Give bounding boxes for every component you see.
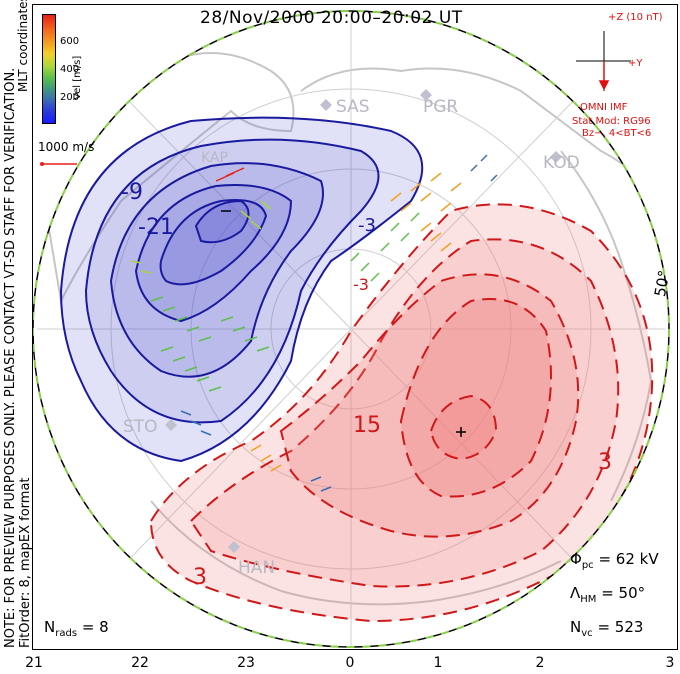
- mlt-coordinates-label: MLT coordinates: [16, 0, 30, 92]
- coastline-bottom: [150, 500, 562, 606]
- polar-plot: [33, 10, 670, 648]
- mlt-tick: 1: [433, 655, 443, 671]
- mlt-tick: 23: [237, 655, 255, 671]
- imf-vector-arrow: [598, 80, 610, 91]
- preview-note: NOTE: FOR PREVIEW PURPOSES ONLY. PLEASE …: [3, 67, 18, 648]
- mlt-tick: 2: [535, 655, 545, 671]
- radar-count: Nrads = 8: [44, 618, 109, 639]
- station-label-sto: STO: [123, 417, 158, 437]
- mlt-tick: 0: [345, 655, 355, 671]
- scale-vector-marker: [40, 162, 77, 166]
- negative-potential-cell: [59, 116, 424, 463]
- imf-panel: +Z (10 nT) +Y OMNI IMF Stat Mod: RG96 Bz…: [570, 10, 670, 150]
- coastline-right: [560, 150, 653, 502]
- contour-label: -3: [358, 215, 376, 236]
- imf-stat-model: Stat Mod: RG96: [572, 116, 651, 127]
- map-grid: [37, 11, 665, 647]
- colorbar-unit: Vel [m/s]: [72, 55, 83, 100]
- imf-bz-label: +Z (10 nT): [608, 12, 663, 23]
- cross-polar-potential: Φpc = 62 kV: [570, 550, 659, 571]
- station-marker-han: [228, 541, 240, 553]
- imf-condition: Bz−, 4<BT<6: [582, 128, 652, 139]
- contour-label: -9: [121, 180, 143, 205]
- station-label-han: HAN: [238, 558, 276, 578]
- hm-boundary-latitude: ΛHM = 50°: [570, 584, 646, 605]
- positive-potential-cell: [149, 203, 654, 623]
- potential-max-marker: [456, 427, 466, 437]
- station-marker-kod: [550, 151, 562, 163]
- colorbar-tick: 400: [60, 64, 80, 75]
- contour-label: 3: [193, 565, 207, 590]
- station-label-pgr: PGR: [423, 97, 459, 117]
- heppner-maynard-boundary: [33, 10, 670, 648]
- scale-vector-label: 1000 m/s: [38, 140, 95, 154]
- colorbar-tick: 600: [60, 36, 80, 47]
- velocity-vectors: [130, 154, 498, 492]
- contour-label: -3: [353, 275, 369, 294]
- contour-label: 15: [353, 413, 381, 438]
- station-marker-sto: [165, 419, 177, 431]
- station-label-kap: KAP: [201, 150, 228, 166]
- velocity-colorbar: [42, 14, 56, 124]
- mlt-tick: 22: [131, 655, 149, 671]
- fit-order-note: FitOrder: 8, mapEX format: [18, 477, 33, 648]
- convection-map: -9 -21 -3 15 -3 3 3 SAS PGR KOD STO HAN …: [32, 4, 678, 650]
- mlt-tick: 21: [25, 655, 43, 671]
- imf-by-label: +Y: [628, 58, 643, 69]
- contour-label: 3: [598, 450, 612, 475]
- map-title: 28/Nov/2000 20:00–20:02 UT: [200, 8, 463, 28]
- imf-source: OMNI IMF: [580, 102, 628, 113]
- station-label-kod: KOD: [543, 153, 580, 173]
- contour-label: -21: [138, 215, 174, 240]
- station-label-sas: SAS: [336, 97, 370, 117]
- station-marker-sas: [320, 99, 332, 111]
- coastline-north: [300, 67, 662, 212]
- colorbar-tick: 200: [60, 92, 80, 103]
- vector-count: Nvc = 523: [570, 618, 644, 639]
- station-marker-pgr: [420, 89, 432, 101]
- side-notes: NOTE: FOR PREVIEW PURPOSES ONLY. PLEASE …: [0, 0, 33, 674]
- mlt-tick: 3: [665, 655, 675, 671]
